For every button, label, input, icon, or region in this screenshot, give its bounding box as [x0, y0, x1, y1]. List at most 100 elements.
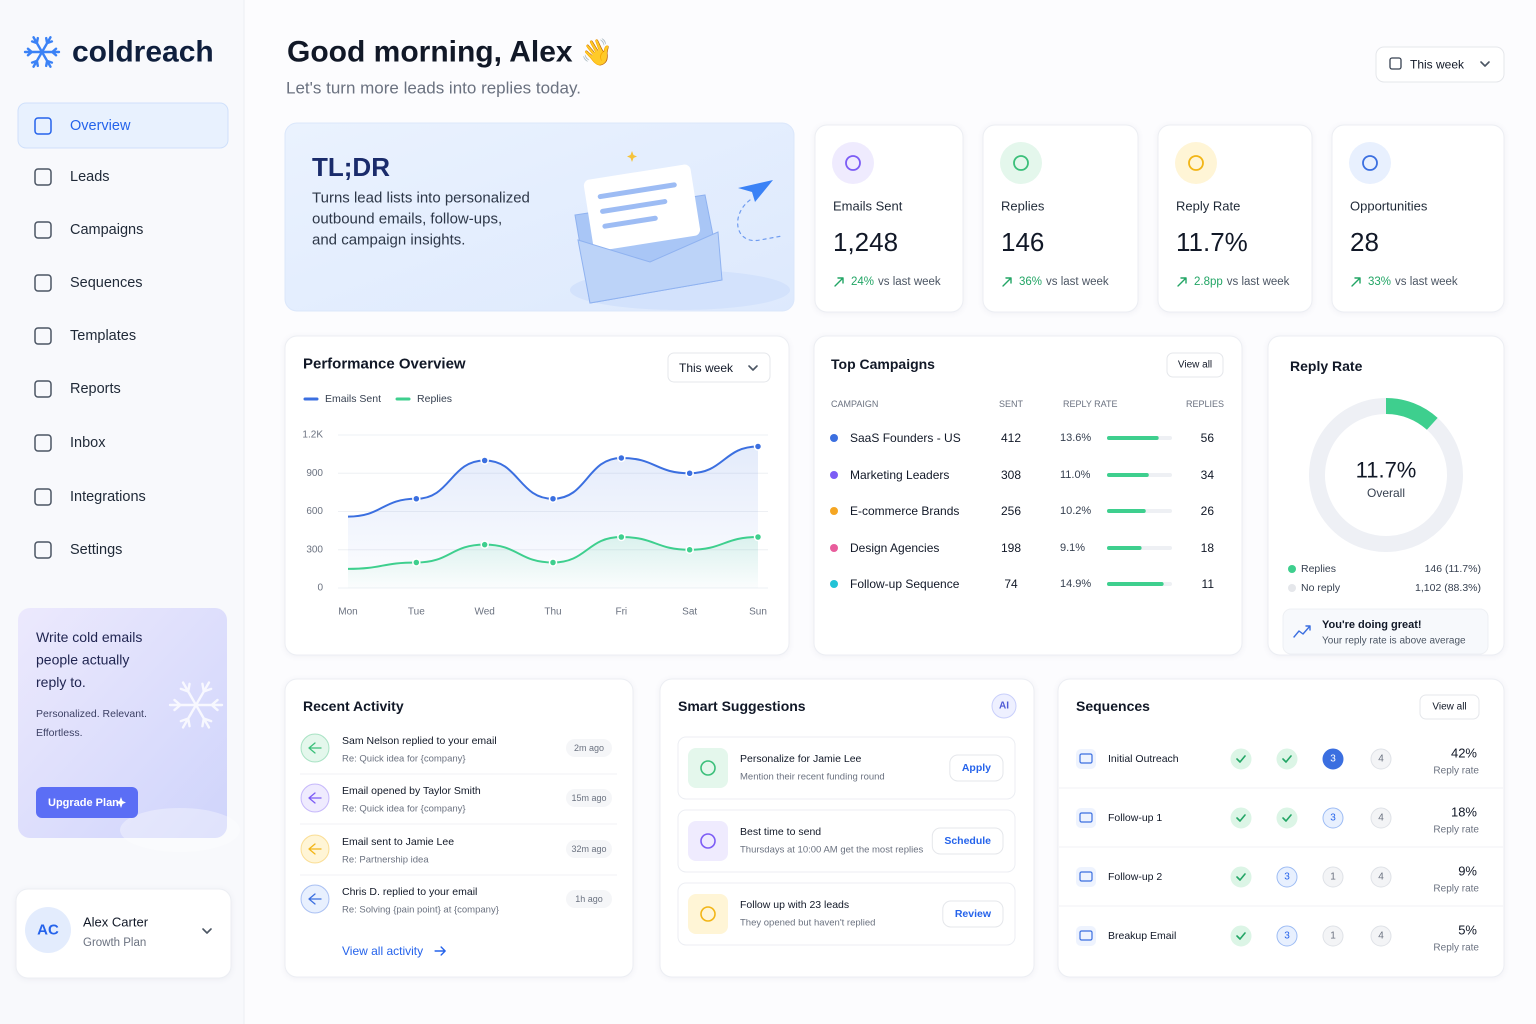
letter-line	[600, 199, 668, 214]
suggestion-action-label[interactable]: Review	[955, 908, 992, 920]
column-header: CAMPAIGN	[831, 399, 878, 409]
period-dropdown[interactable]	[667, 352, 771, 383]
activity-icon	[308, 742, 322, 754]
card-title: Top Campaigns	[831, 356, 935, 372]
view-all-button[interactable]	[1419, 694, 1480, 720]
x-tick-label: Tue	[408, 607, 425, 618]
upgrade-button-label[interactable]: Upgrade Plan	[48, 797, 119, 809]
sequence-step	[1230, 807, 1252, 829]
stat-icon-bg	[832, 142, 874, 184]
stat-icon-bg	[1175, 142, 1217, 184]
step-label: 4	[1378, 813, 1384, 824]
period-label[interactable]: This week	[679, 361, 734, 375]
view-all-label[interactable]: View all	[1178, 360, 1212, 371]
nav-item[interactable]: Overview	[70, 118, 131, 134]
period-dropdown[interactable]	[1375, 46, 1505, 83]
data-point	[617, 532, 626, 542]
data-point	[548, 558, 558, 567]
nav-icon	[34, 380, 52, 398]
chevron	[202, 928, 212, 934]
campaign-dot	[830, 471, 838, 479]
sparkle-icon	[116, 797, 126, 808]
step-label: 1	[1330, 931, 1336, 942]
sequence-name: Breakup Email	[1108, 930, 1176, 942]
sequence-rate-label: Reply rate	[1433, 943, 1479, 954]
nav-item[interactable]: Integrations	[70, 489, 146, 505]
sequence-icon-bg	[1076, 926, 1096, 946]
view-all-label[interactable]: View all	[1432, 702, 1466, 713]
sequence-step	[1322, 925, 1344, 947]
nav-item[interactable]: Inbox	[70, 435, 106, 451]
activity-title: Sam Nelson replied to your email	[342, 735, 497, 747]
rate-bar	[1107, 546, 1142, 550]
suggestion-box	[677, 736, 1016, 800]
change-value: 36%	[1019, 276, 1042, 288]
upgrade-button[interactable]	[36, 787, 138, 818]
sparkle	[627, 151, 637, 162]
campaign-dot	[830, 507, 838, 515]
time-pill	[566, 789, 612, 807]
nav-item[interactable]: Reports	[70, 381, 121, 397]
step-check	[1236, 755, 1246, 763]
activity-card	[284, 678, 634, 978]
suggestion-action-label[interactable]: Schedule	[944, 835, 991, 847]
campaign-name: SaaS Founders - US	[850, 431, 961, 445]
ai-badge	[991, 693, 1017, 719]
step-label: 3	[1330, 813, 1336, 824]
view-all-button[interactable]	[1166, 352, 1224, 378]
step-label: 4	[1378, 754, 1384, 765]
rate-bar	[1107, 582, 1164, 586]
user-name: Alex Carter	[83, 915, 149, 930]
nav-active-bg[interactable]	[17, 102, 229, 149]
stat-label: Emails Sent	[833, 199, 903, 214]
stat-change: 36% vs last week	[1019, 276, 1109, 288]
campaign-name: E-commerce Brands	[850, 504, 959, 518]
nav-item[interactable]: Leads	[70, 169, 110, 185]
change-value: 33%	[1368, 276, 1391, 288]
sequence-icon-bg	[1076, 808, 1096, 828]
snowflake-icon	[168, 681, 224, 729]
campaign-sent: 308	[1001, 468, 1021, 482]
suggestion-icon-bg	[688, 748, 728, 788]
suggestion-action[interactable]	[942, 900, 1004, 928]
promo-headline: reply to.	[36, 674, 86, 690]
campaign-name: Marketing Leaders	[850, 468, 949, 482]
calendar-icon	[1389, 57, 1402, 70]
sequence-name: Follow-up 1	[1108, 812, 1162, 824]
campaign-dot	[830, 434, 838, 442]
campaign-reply-rate: 9.1%	[1060, 542, 1085, 554]
suggestion-action[interactable]	[949, 754, 1004, 782]
activity-title: Chris D. replied to your email	[342, 886, 477, 898]
nav-item[interactable]: Campaigns	[70, 222, 143, 238]
paper-plane	[738, 180, 773, 202]
suggestion-action[interactable]	[931, 827, 1004, 855]
activity-time: 2m ago	[574, 743, 604, 753]
stat-label: Opportunities	[1350, 199, 1428, 214]
column-header: REPLY RATE	[1063, 399, 1118, 409]
period-label[interactable]: This week	[1410, 58, 1465, 72]
nav-icon	[34, 168, 52, 186]
data-point	[548, 494, 558, 503]
data-point	[480, 540, 489, 549]
nav-item[interactable]: Templates	[70, 328, 136, 344]
sequence-icon	[1079, 753, 1093, 764]
nav-icon	[34, 117, 52, 135]
legend-dot	[1288, 584, 1296, 592]
nav-icon	[34, 488, 52, 506]
step-label: 3	[1330, 754, 1336, 765]
nav-item[interactable]: Settings	[70, 542, 122, 558]
view-activity-link[interactable]: View all activity	[342, 944, 423, 958]
card-title: Sequences	[1076, 698, 1150, 714]
stat-label: Replies	[1001, 199, 1045, 214]
suggestion-action-label[interactable]: Apply	[962, 762, 991, 774]
time-pill	[566, 840, 612, 858]
nav-item[interactable]: Sequences	[70, 275, 143, 291]
x-tick-label: Fri	[615, 607, 627, 618]
campaign-name: Design Agencies	[850, 541, 939, 555]
activity-icon	[308, 843, 322, 855]
legend-dot	[1288, 565, 1296, 573]
activity-subtitle: Re: Solving {pain point} at {company}	[342, 905, 499, 916]
avatar-initials: AC	[37, 922, 59, 939]
stat-icon-bg	[1000, 142, 1042, 184]
step-label: 3	[1284, 931, 1290, 942]
